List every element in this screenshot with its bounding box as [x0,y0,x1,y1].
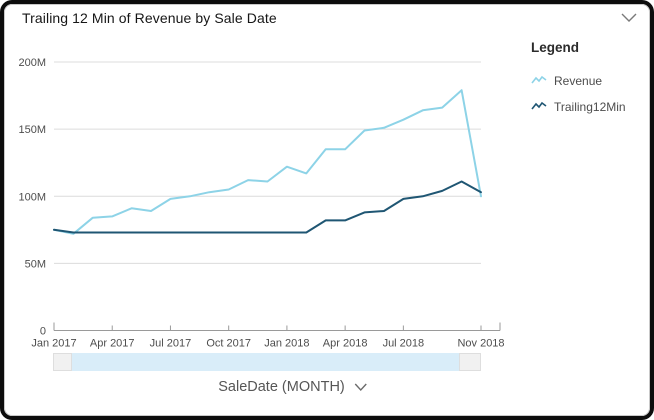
revenue-line-swatch-icon [531,75,547,84]
legend-item-trailing12min[interactable]: Trailing12Min [531,99,641,114]
time-range-slider [53,353,481,371]
x-axis-tick-label: Oct 2017 [206,338,251,350]
legend-title: Legend [531,40,580,55]
trailing12min-line[interactable] [53,180,482,234]
x-axis-field-label: SaleDate (MONTH) [218,379,345,395]
chevron-down-icon[interactable] [620,11,638,25]
trailing12min-line-swatch-icon [531,101,547,110]
legend-item-label: Trailing12Min [554,99,626,114]
slider-right-handle[interactable] [459,353,481,371]
x-axis-field-dropdown[interactable]: SaleDate (MONTH) [218,379,368,395]
x-axis-tick-label: Apr 2017 [90,338,135,350]
x-axis-tick-label: Jan 2018 [264,338,309,350]
chevron-down-icon [354,383,367,392]
y-axis-tick-label: 50M [25,258,46,270]
slider-left-handle[interactable] [53,353,72,371]
slider-track[interactable] [72,353,459,371]
x-axis-tick-label: Nov 2018 [457,338,504,350]
x-axis-tick-label: Jan 2017 [31,338,76,350]
x-axis-tick-label: Jul 2017 [150,338,192,350]
x-axis-tick-label: Apr 2018 [323,338,368,350]
y-axis-tick-label: 0 [40,326,46,338]
x-axis-tick-label: Jul 2018 [383,338,425,350]
legend: Legend Revenue Trailing12Min [531,40,641,125]
y-axis-tick-label: 200M [18,57,46,69]
visualization-tile [4,4,650,416]
legend-item-label: Revenue [554,73,603,88]
legend-item-revenue[interactable]: Revenue [531,73,641,88]
y-axis-tick-label: 100M [18,191,46,203]
revenue-line[interactable] [53,89,482,235]
chart-title: Trailing 12 Min of Revenue by Sale Date [22,10,277,26]
y-axis-tick-label: 150M [18,124,46,136]
